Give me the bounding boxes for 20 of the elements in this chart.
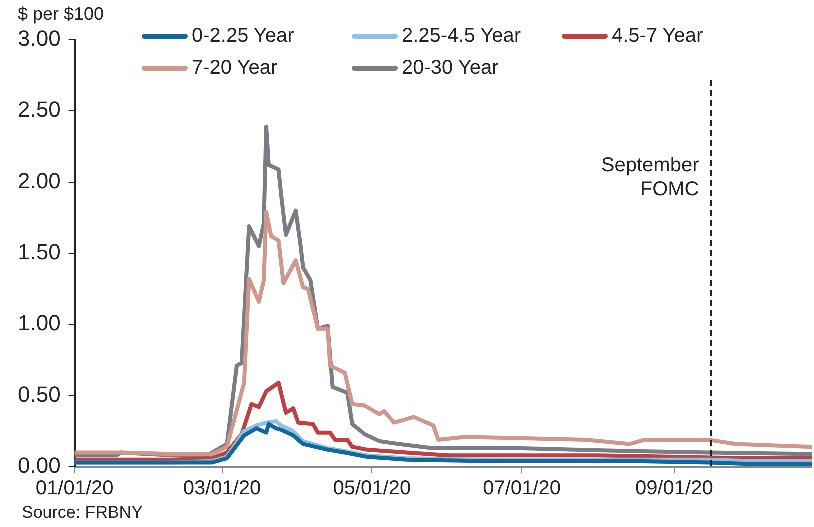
y-tick-label: 3.00 — [18, 26, 61, 52]
x-tick-label: 07/01/20 — [483, 478, 561, 500]
y-tick-label: 1.00 — [18, 310, 61, 336]
x-tick-label: 05/01/20 — [333, 478, 412, 500]
source-note: Source: FRBNY — [22, 503, 143, 522]
y-tick-label: 2.50 — [18, 97, 61, 122]
x-tick-label: 09/01/20 — [635, 478, 714, 500]
y-axis-title: $ per $100 — [18, 4, 104, 24]
x-tick-label: 01/01/20 — [36, 478, 114, 500]
legend-label: 2.25-4.5 Year — [402, 24, 521, 48]
y-tick-label: 0.50 — [18, 382, 61, 407]
ref-line-label: September FOMC — [601, 154, 700, 201]
legend-label: 0-2.25 Year — [192, 24, 294, 48]
y-tick-label: 2.00 — [18, 168, 61, 194]
y-tick-label: 0.00 — [18, 453, 61, 478]
x-tick-label: 03/01/20 — [183, 478, 262, 500]
legend-label: 7-20 Year — [192, 56, 278, 80]
legend-label: 4.5-7 Year — [612, 24, 704, 48]
y-tick-label: 1.50 — [18, 240, 61, 265]
legend-label: 20-30 Year — [402, 56, 499, 80]
